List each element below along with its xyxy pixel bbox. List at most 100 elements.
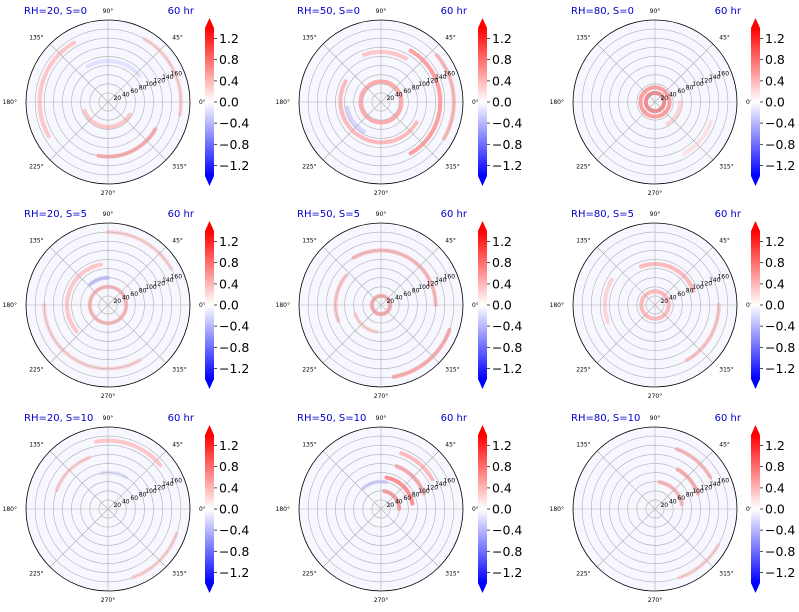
angular-gridline-45 <box>654 246 714 306</box>
anomaly-arc-3 <box>665 100 683 126</box>
colorbar-9: 1.2 0.8 0.4 0.0 −0.4 −0.8 −1.2 <box>751 425 795 593</box>
colorbar-tick-label: 1.2 <box>492 438 512 453</box>
radial-tick-label-120: 120 <box>154 485 166 492</box>
angle-tick-label-135: 135° <box>576 442 590 449</box>
colorbar-tick-label: −0.8 <box>219 340 249 355</box>
radial-tick-label-120: 120 <box>154 281 166 288</box>
angle-tick-label-135: 135° <box>29 442 43 449</box>
angle-tick-label-180: 180° <box>276 302 290 309</box>
radial-tick-label-80: 80 <box>686 85 694 92</box>
angle-tick-label-315: 315° <box>719 366 733 373</box>
radial-tick-label-120: 120 <box>701 281 713 288</box>
colorbar-tick-label: 1.2 <box>219 234 239 249</box>
panel-time-label: 60 hr <box>715 6 742 17</box>
angular-gridline-225 <box>49 508 109 568</box>
colorbar-tick-label: 0.4 <box>219 73 239 88</box>
angular-gridline-225 <box>322 304 382 364</box>
colorbar-extend-max <box>751 425 760 435</box>
colorbar-tick-label: −0.8 <box>765 340 795 355</box>
radial-tick-label-100: 100 <box>418 81 430 88</box>
colorbar-tick-label: 0.0 <box>765 298 785 313</box>
angular-gridline-315 <box>380 304 440 364</box>
radial-tick-label-140: 140 <box>709 74 721 81</box>
colorbar-tick-label: −0.8 <box>492 544 522 559</box>
angular-gridline-45 <box>107 246 167 306</box>
angular-gridline-225 <box>596 304 656 364</box>
polar-frame <box>298 19 464 185</box>
angle-tick-label-135: 135° <box>302 35 316 42</box>
radial-tick-label-20: 20 <box>660 298 668 305</box>
angle-tick-label-45: 45° <box>445 238 456 245</box>
radial-tick-label-120: 120 <box>154 78 166 85</box>
angle-tick-label-225: 225° <box>29 366 43 373</box>
radial-tick-label-80: 80 <box>139 288 147 295</box>
radial-tick-label-80: 80 <box>139 492 147 499</box>
colorbar-body <box>478 435 487 583</box>
panel-title: RH=80, S=5 <box>571 209 634 220</box>
angle-tick-label-0: 0° <box>472 302 479 309</box>
angular-gridline-225 <box>322 508 382 568</box>
radial-tick-label-160: 160 <box>444 478 456 485</box>
angle-tick-label-45: 45° <box>719 35 730 42</box>
radial-tick-label-120: 120 <box>701 78 713 85</box>
panel-title: RH=20, S=5 <box>24 209 87 220</box>
colorbar-tick-label: −1.2 <box>765 565 795 580</box>
colorbar-3: 1.2 0.8 0.4 0.0 −0.4 −0.8 −1.2 <box>751 18 795 186</box>
colorbar-tick-label: −0.4 <box>765 319 795 334</box>
radial-tick-label-40: 40 <box>122 92 130 99</box>
radial-tick-label-100: 100 <box>418 488 430 495</box>
colorbar-extend-max <box>751 18 760 28</box>
colorbar-tick-label: −0.4 <box>492 116 522 131</box>
radial-tick-label-20: 20 <box>386 95 394 102</box>
anomaly-arc-2 <box>338 79 419 145</box>
radial-tick-label-100: 100 <box>692 284 704 291</box>
colorbar-tick-label: 0.4 <box>492 480 512 495</box>
radial-tick-label-160: 160 <box>718 71 730 78</box>
colorbar-tick-label: −0.4 <box>765 523 795 538</box>
anomaly-arc-6 <box>345 105 366 134</box>
angle-tick-label-270: 270° <box>648 597 662 604</box>
colorbar-tick-label: −0.8 <box>219 544 249 559</box>
colorbar-body <box>205 435 214 583</box>
colorbar-extend-min <box>751 379 760 389</box>
radial-tick-label-60: 60 <box>677 495 685 502</box>
colorbar-tick-label: −0.8 <box>492 137 522 152</box>
colorbar-tick-label: −1.2 <box>219 565 249 580</box>
colorbar-tick-label: −1.2 <box>492 361 522 376</box>
radial-tick-label-100: 100 <box>692 488 704 495</box>
angular-gridline-225 <box>49 101 109 161</box>
angle-tick-label-45: 45° <box>445 442 456 449</box>
anomaly-arc-4 <box>682 120 713 156</box>
colorbar-body <box>751 435 760 583</box>
anomaly-arc-1 <box>94 438 163 468</box>
angle-tick-label-0: 0° <box>199 302 206 309</box>
angular-gridline-315 <box>380 508 440 568</box>
angle-tick-label-135: 135° <box>302 238 316 245</box>
angle-tick-label-90: 90° <box>376 415 387 422</box>
angle-tick-label-90: 90° <box>376 211 387 218</box>
radial-tick-label-80: 80 <box>139 85 147 92</box>
colorbar-extend-min <box>478 379 487 389</box>
angle-tick-label-135: 135° <box>29 35 43 42</box>
polar-frame <box>25 222 191 388</box>
angle-tick-label-315: 315° <box>719 163 733 170</box>
radial-tick-label-80: 80 <box>412 85 420 92</box>
panel-title: RH=20, S=10 <box>24 413 93 424</box>
colorbar-tick-label: 0.8 <box>765 255 785 270</box>
polar-frame <box>298 222 464 388</box>
panel-time-label: 60 hr <box>715 209 742 220</box>
colorbar-5: 1.2 0.8 0.4 0.0 −0.4 −0.8 −1.2 <box>478 221 522 389</box>
colorbar-tick-label: 0.8 <box>492 459 512 474</box>
panel-time-label: 60 hr <box>168 6 195 17</box>
angle-tick-label-45: 45° <box>172 35 183 42</box>
polar-frame <box>572 19 738 185</box>
angle-tick-label-135: 135° <box>29 238 43 245</box>
colorbar-6: 1.2 0.8 0.4 0.0 −0.4 −0.8 −1.2 <box>751 221 795 389</box>
colorbar-tick-label: −0.8 <box>765 137 795 152</box>
angle-tick-label-270: 270° <box>374 393 388 400</box>
angular-gridline-315 <box>107 101 167 161</box>
angular-gridline-45 <box>654 450 714 510</box>
colorbar-extend-max <box>478 18 487 28</box>
panel-title: RH=20, S=0 <box>24 6 87 17</box>
colorbar-tick-label: 0.0 <box>219 95 239 110</box>
